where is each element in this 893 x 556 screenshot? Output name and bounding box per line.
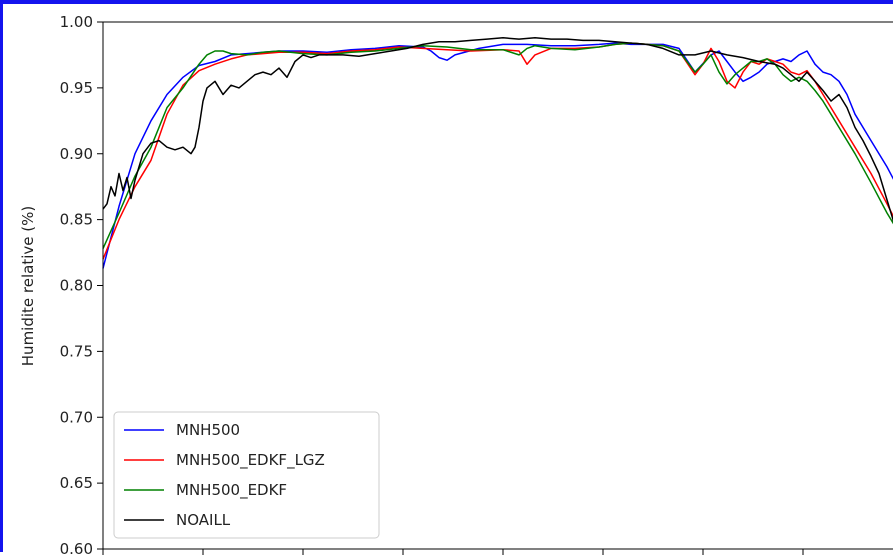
axis-ticks: 0.60 0.65 0.70 0.75 0.80 0.85 0.90 0.95 1.00 (60, 13, 804, 556)
series-line-mnh500-edkf-lgz (102, 42, 893, 260)
line-chart: Humidite relative (%) 0.600.650.700.750.… (19, 13, 893, 556)
series-lines (102, 37, 893, 269)
y-tick-label: 1.00 (60, 13, 93, 31)
legend-label: MNH500_EDKF (176, 481, 287, 500)
series-line-noaill (102, 37, 893, 223)
y-tick-label: 0.95 (60, 79, 93, 97)
y-axis-label-group: Humidite relative (%) (19, 206, 37, 366)
y-tick-label: 0.85 (60, 211, 93, 229)
y-tick-label: 0.60 (60, 540, 93, 556)
plot-area (102, 21, 893, 550)
y-tick-label: 0.90 (60, 145, 93, 163)
y-tick-label: 0.70 (60, 408, 93, 426)
y-tick-label: 0.75 (60, 342, 93, 360)
y-tick-label: 0.65 (60, 474, 93, 492)
y-tick-label: 0.80 (60, 277, 93, 295)
series-line-mnh500-edkf (102, 42, 893, 249)
legend-label: MNH500_EDKF_LGZ (176, 451, 325, 470)
legend-box (113, 411, 380, 539)
legend-label: NOAILL (176, 511, 231, 529)
y-axis-label: Humidite relative (%) (19, 206, 37, 366)
legend-label: MNH500 (176, 421, 240, 439)
legend: MNH500 MNH500_EDKF_LGZ MNH500_EDKF NOAILL (113, 411, 380, 539)
series-line-mnh500 (102, 42, 893, 269)
